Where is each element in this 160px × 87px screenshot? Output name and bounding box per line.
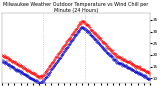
Title: Milwaukee Weather Outdoor Temperature vs Wind Chill per Minute (24 Hours): Milwaukee Weather Outdoor Temperature vs… <box>3 2 149 13</box>
